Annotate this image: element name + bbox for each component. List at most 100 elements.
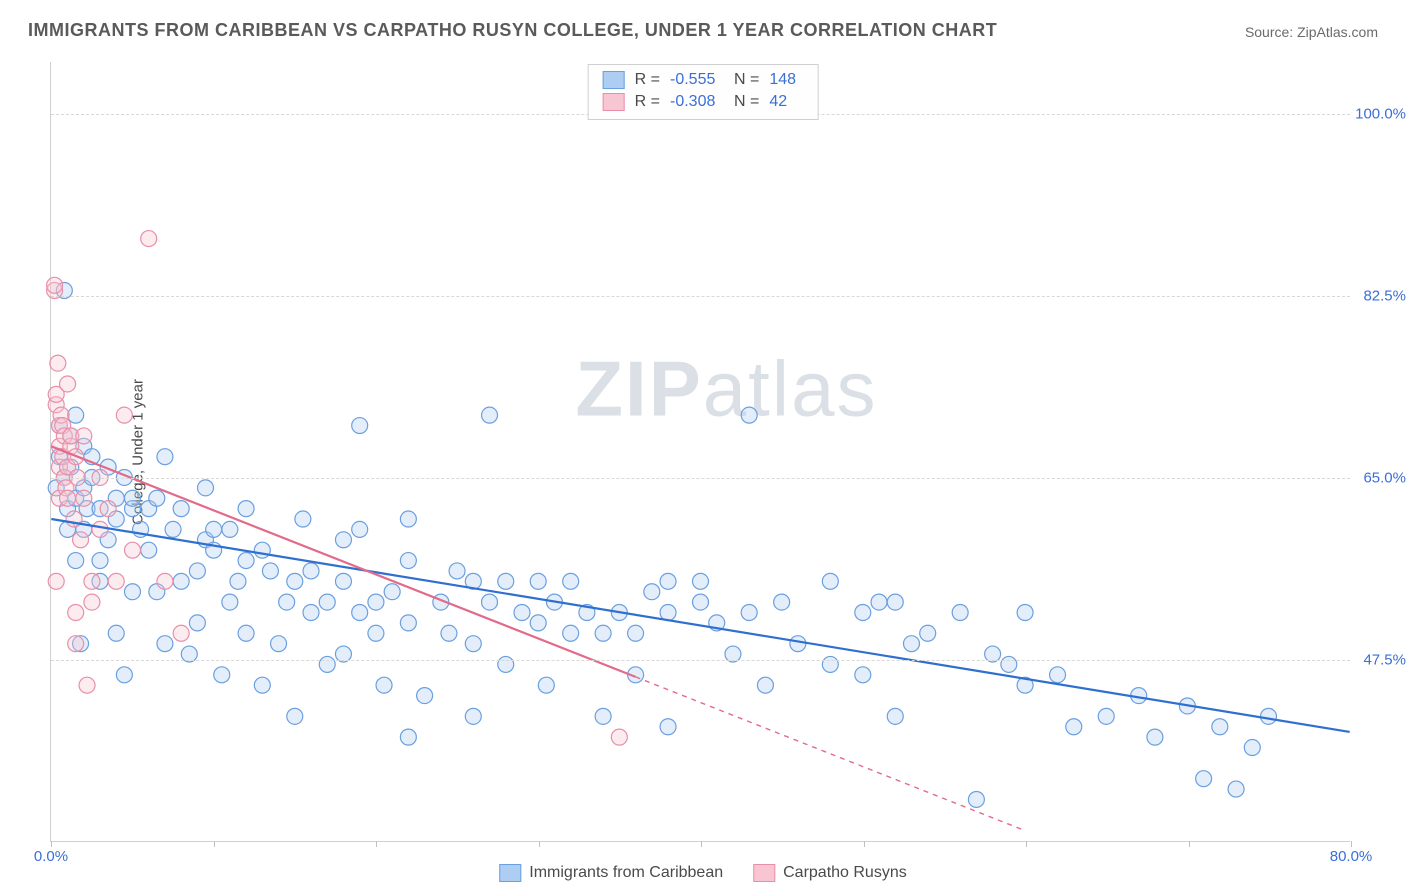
scatter-point [108, 511, 124, 527]
legend-item: Immigrants from Caribbean [499, 864, 723, 882]
scatter-point [116, 469, 132, 485]
scatter-point [498, 573, 514, 589]
scatter-point [262, 563, 278, 579]
scatter-point [68, 553, 84, 569]
scatter-point [53, 407, 69, 423]
y-tick-label: 47.5% [1363, 652, 1406, 669]
scatter-point [482, 407, 498, 423]
scatter-point [903, 636, 919, 652]
scatter-point [133, 521, 149, 537]
scatter-point [173, 625, 189, 641]
scatter-point [51, 490, 67, 506]
scatter-point [79, 501, 95, 517]
scatter-point [709, 615, 725, 631]
scatter-point [68, 605, 84, 621]
scatter-point [189, 615, 205, 631]
scatter-point [157, 636, 173, 652]
x-tick-mark [376, 841, 377, 847]
scatter-point [60, 490, 76, 506]
scatter-point [181, 646, 197, 662]
scatter-point [51, 418, 67, 434]
scatter-point [63, 438, 79, 454]
scatter-point [84, 573, 100, 589]
regression-line [51, 519, 1349, 732]
x-tick-mark [51, 841, 52, 847]
scatter-point [60, 501, 76, 517]
scatter-point [149, 584, 165, 600]
watermark-bold: ZIP [575, 345, 702, 433]
scatter-point [173, 501, 189, 517]
scatter-point [116, 407, 132, 423]
stat-label-r: R = [635, 93, 660, 111]
scatter-point [757, 677, 773, 693]
x-tick-mark [539, 841, 540, 847]
correlation-box: R = -0.555 N = 148 R = -0.308 N = 42 [588, 64, 819, 120]
scatter-point [157, 573, 173, 589]
scatter-point [108, 490, 124, 506]
scatter-point [441, 625, 457, 641]
scatter-point [222, 594, 238, 610]
scatter-point [465, 636, 481, 652]
scatter-point [595, 708, 611, 724]
scatter-point [855, 667, 871, 683]
x-tick-label: 0.0% [34, 848, 68, 865]
scatter-point [887, 594, 903, 610]
scatter-point [48, 386, 64, 402]
scatter-point [124, 501, 140, 517]
scatter-point [287, 573, 303, 589]
scatter-point [238, 625, 254, 641]
scatter-point [60, 521, 76, 537]
x-tick-label: 80.0% [1330, 848, 1373, 865]
scatter-point [319, 594, 335, 610]
scatter-point [48, 397, 64, 413]
scatter-point [50, 355, 66, 371]
scatter-point [56, 428, 72, 444]
scatter-point [628, 667, 644, 683]
scatter-point [400, 511, 416, 527]
scatter-point [279, 594, 295, 610]
scatter-point [108, 573, 124, 589]
scatter-point [465, 708, 481, 724]
scatter-point [206, 542, 222, 558]
scatter-point [141, 542, 157, 558]
scatter-point [141, 231, 157, 247]
scatter-point [73, 636, 89, 652]
scatter-point [725, 646, 741, 662]
stat-value-r: -0.308 [670, 93, 724, 111]
scatter-point [530, 615, 546, 631]
chart-title: IMMIGRANTS FROM CARIBBEAN VS CARPATHO RU… [28, 20, 997, 41]
scatter-point [498, 656, 514, 672]
scatter-point [376, 677, 392, 693]
scatter-point [68, 636, 84, 652]
scatter-point [319, 656, 335, 672]
scatter-point [56, 283, 72, 299]
stat-value-r: -0.555 [670, 71, 724, 89]
y-tick-label: 100.0% [1355, 106, 1406, 123]
scatter-point [141, 501, 157, 517]
scatter-point [822, 573, 838, 589]
scatter-point [214, 667, 230, 683]
scatter-point [1244, 740, 1260, 756]
scatter-point [611, 729, 627, 745]
scatter-point [400, 553, 416, 569]
scatter-point [47, 277, 63, 293]
x-tick-mark [864, 841, 865, 847]
y-axis-label: College, Under 1 year [129, 379, 146, 525]
scatter-point [68, 407, 84, 423]
scatter-point [1017, 605, 1033, 621]
scatter-point [303, 563, 319, 579]
scatter-point [433, 594, 449, 610]
scatter-point [238, 553, 254, 569]
scatter-point [741, 407, 757, 423]
scatter-point [189, 563, 205, 579]
scatter-point [63, 428, 79, 444]
scatter-point [352, 605, 368, 621]
scatter-point [149, 490, 165, 506]
scatter-point [84, 594, 100, 610]
scatter-point [79, 677, 95, 693]
scatter-point [400, 729, 416, 745]
scatter-point [1228, 781, 1244, 797]
gridline [51, 660, 1350, 661]
scatter-point [968, 791, 984, 807]
scatter-point [48, 480, 64, 496]
